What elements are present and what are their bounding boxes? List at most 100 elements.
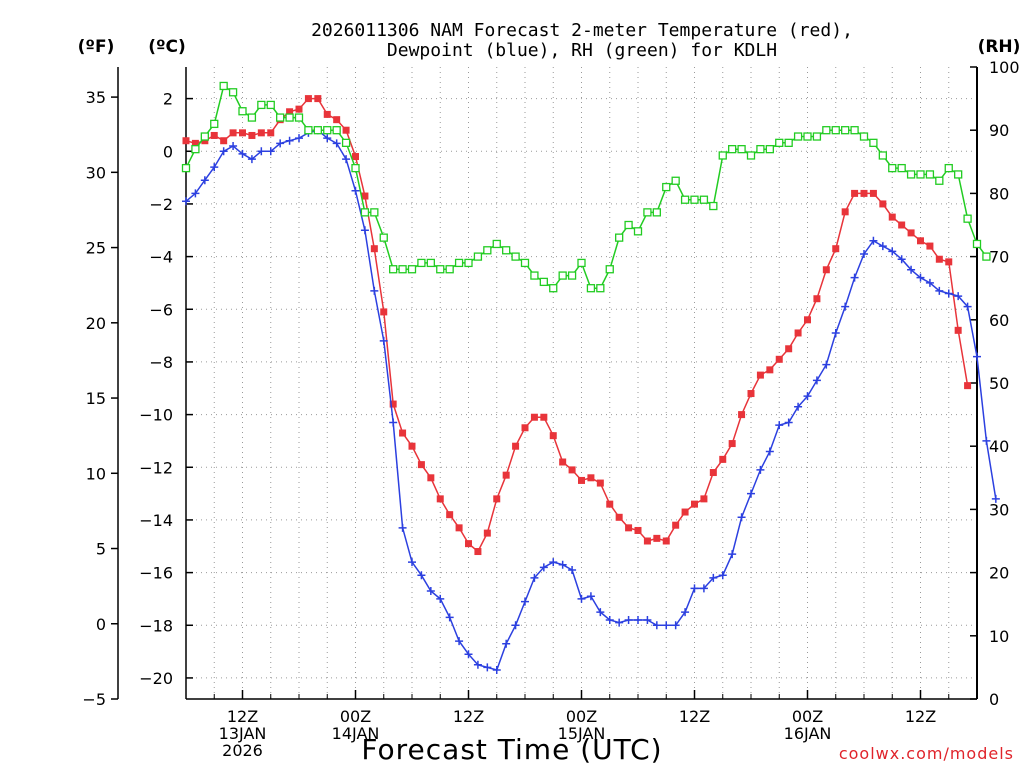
rh-point bbox=[728, 145, 737, 154]
temperature-point bbox=[502, 471, 510, 479]
tick-labels: 35302520151050−520−2−4−6−8−10−12−14−16−1… bbox=[82, 58, 1019, 760]
dewpoint-point bbox=[812, 376, 821, 385]
dewpoint-point bbox=[351, 186, 360, 195]
celsius-tick-label: 2 bbox=[163, 90, 173, 109]
temperature-point bbox=[248, 131, 256, 139]
temperature-point bbox=[785, 345, 793, 353]
x-tick-label: 00Z bbox=[340, 707, 371, 726]
dewpoint-point bbox=[803, 392, 812, 401]
rh-point bbox=[718, 151, 727, 160]
temperature-point bbox=[756, 371, 764, 379]
rh-point bbox=[247, 113, 257, 122]
x-tick-label: 16JAN bbox=[784, 724, 832, 743]
dewpoint-point bbox=[728, 550, 737, 559]
temperature-point bbox=[851, 189, 859, 197]
dewpoint-point bbox=[605, 616, 614, 624]
rh-point bbox=[313, 126, 322, 135]
celsius-tick-label: −8 bbox=[149, 353, 173, 372]
temperature-point bbox=[615, 513, 623, 521]
x-tick-label: 13JAN bbox=[219, 724, 267, 743]
dewpoint-point bbox=[916, 273, 925, 282]
temperature-point bbox=[474, 548, 482, 556]
celsius-tick-label: −6 bbox=[149, 300, 173, 319]
rh-point bbox=[897, 163, 906, 173]
dewpoint-point bbox=[794, 402, 803, 411]
dewpoint-point bbox=[709, 573, 718, 582]
rh-point bbox=[360, 208, 370, 217]
dewpoint-point bbox=[417, 571, 426, 580]
dewpoint-point bbox=[973, 352, 981, 361]
x-tick-label: 12Z bbox=[227, 707, 258, 726]
temperature-point bbox=[634, 526, 642, 534]
temperature-point bbox=[408, 442, 416, 450]
temperature-point bbox=[804, 316, 811, 324]
rh-point bbox=[379, 233, 388, 242]
temperature-point bbox=[483, 529, 491, 537]
temperature-point bbox=[672, 521, 680, 529]
temperature-point bbox=[361, 192, 369, 200]
rh-point bbox=[888, 163, 897, 173]
rh-point bbox=[191, 145, 200, 154]
dewpoint-point bbox=[295, 134, 303, 143]
temperature-point bbox=[389, 400, 397, 408]
rh-point bbox=[257, 100, 266, 110]
temperature-point bbox=[709, 469, 717, 477]
temperature-point bbox=[257, 129, 265, 137]
dewpoint-point bbox=[775, 421, 784, 430]
dewpoint-point bbox=[935, 286, 944, 295]
dewpoint-point bbox=[360, 226, 369, 235]
rh-point bbox=[285, 113, 294, 122]
rh-tick-label: 60 bbox=[989, 311, 1009, 330]
rh-tick-label: 40 bbox=[989, 437, 1009, 456]
rh-point bbox=[662, 182, 671, 192]
rh-point bbox=[586, 284, 596, 293]
fahrenheit-tick-label: 35 bbox=[86, 88, 106, 107]
temperature-point bbox=[606, 500, 614, 508]
rh-point bbox=[906, 170, 916, 179]
temperature-point bbox=[559, 458, 567, 466]
temperature-point bbox=[841, 208, 849, 216]
rh-tick-label: 70 bbox=[989, 248, 1009, 267]
fahrenheit-tick-label: 15 bbox=[86, 389, 106, 408]
celsius-tick-label: −20 bbox=[139, 669, 173, 688]
dewpoint-point bbox=[182, 197, 190, 206]
dewpoint-point bbox=[266, 147, 275, 156]
rh-point bbox=[492, 239, 501, 249]
rh-point bbox=[831, 126, 840, 135]
rh-point bbox=[473, 252, 483, 261]
x-tick-label: 2026 bbox=[222, 741, 263, 760]
temperature-point bbox=[888, 213, 896, 221]
celsius-tick-label: −4 bbox=[149, 248, 173, 267]
rh-point bbox=[765, 145, 774, 154]
dewpoint-point bbox=[897, 255, 906, 264]
rh-point bbox=[558, 271, 567, 280]
dewpoint-point bbox=[332, 139, 341, 148]
dewpoint-point bbox=[257, 147, 266, 156]
temperature-point bbox=[738, 411, 746, 419]
temperature-point bbox=[860, 189, 868, 197]
dewpoint-point bbox=[925, 278, 934, 287]
dewpoint-point bbox=[502, 639, 511, 648]
rh-tick-label: 0 bbox=[989, 690, 999, 709]
temperature-point bbox=[191, 139, 199, 147]
fahrenheit-axis-unit: (ºF) bbox=[78, 37, 115, 57]
rh-point bbox=[502, 246, 511, 255]
temperature-point bbox=[493, 495, 501, 503]
dewpoint-point bbox=[690, 584, 699, 593]
temperature-point bbox=[380, 308, 388, 316]
temperature-point bbox=[775, 355, 783, 363]
temperature-point bbox=[625, 524, 633, 532]
temperature-point bbox=[286, 108, 294, 116]
temperature-point bbox=[342, 126, 350, 134]
temperature-point bbox=[813, 295, 821, 303]
dewpoint-point bbox=[869, 236, 878, 245]
rh-point bbox=[549, 284, 558, 293]
dewpoint-point bbox=[643, 616, 652, 624]
rh-point bbox=[417, 258, 426, 268]
rh-point bbox=[954, 170, 963, 179]
dewpoint-point bbox=[963, 302, 972, 311]
x-tick-label: 00Z bbox=[566, 707, 597, 726]
x-tick-label: 15JAN bbox=[558, 724, 606, 743]
